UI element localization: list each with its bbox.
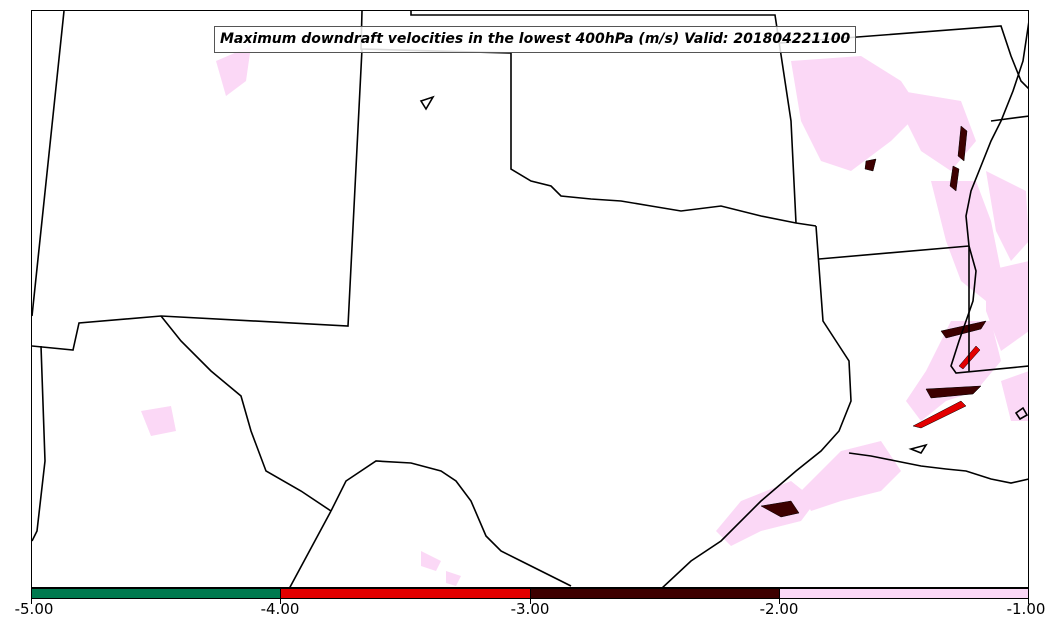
map-panel: Maximum downdraft velocities in the lowe… [31,10,1029,588]
colorbar-segment-1 [32,589,281,598]
map-title: Maximum downdraft velocities in the lowe… [214,26,857,53]
colorbar-label-4: -2.00 [759,600,799,618]
colorbar-tick-2 [280,599,281,604]
colorbar-tick-1 [31,599,32,604]
colorbar-label-5: -1.00 [1006,600,1046,618]
map-canvas [32,11,1028,587]
colorbar-label-3: -3.00 [510,600,550,618]
downdraft-weak-region [141,46,1028,586]
colorbar-tick-3 [530,599,531,604]
colorbar-tick-4 [779,599,780,604]
colorbar-tick-5 [1028,599,1029,604]
colorbar-label-2: -4.00 [260,600,300,618]
colorbar-segment-3 [529,589,779,598]
colorbar-segment-4 [778,589,1028,598]
colorbar-segment-2 [280,589,530,598]
colorbar-label-1: -5.00 [14,600,54,618]
colorbar [31,588,1029,599]
state-boundaries [32,11,1028,587]
